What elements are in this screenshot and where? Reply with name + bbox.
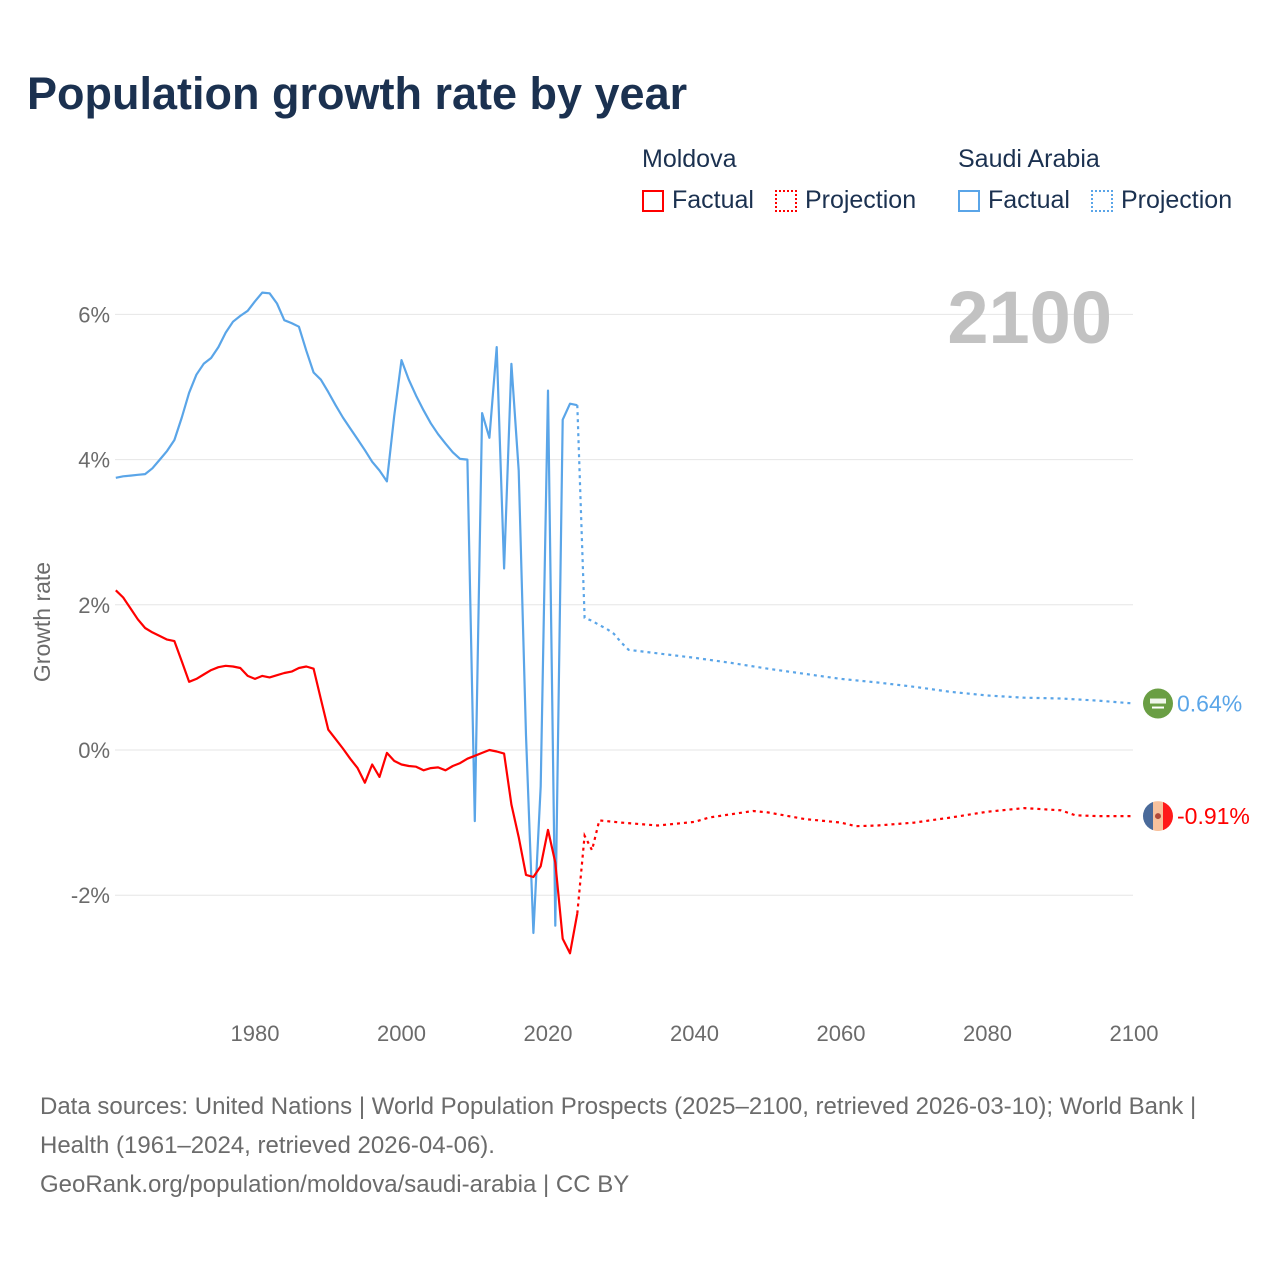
legend-group-label: Moldova: [642, 145, 737, 173]
legend-moldova-projection[interactable]: Projection: [774, 186, 917, 215]
year-watermark: 2100: [947, 276, 1112, 359]
legend-swatch: [958, 189, 980, 212]
moldova-factual-line: [115, 589, 579, 955]
legend-saudi-factual[interactable]: Factual: [958, 186, 1070, 215]
saudi-arabia-end-label: 0.64%: [1177, 691, 1242, 717]
y-axis-label: Growth rate: [29, 562, 55, 682]
legend-saudi-projection[interactable]: Projection: [1090, 186, 1233, 215]
legend-label: Factual: [672, 186, 754, 214]
y-tick-label: 0%: [78, 738, 110, 763]
y-tick-label: 6%: [78, 302, 110, 327]
moldova-flag-icon: [1143, 801, 1173, 832]
legend-moldova-factual[interactable]: Factual: [642, 186, 754, 215]
x-tick-label: 2080: [963, 1021, 1012, 1046]
y-tick-label: -2%: [71, 883, 110, 908]
y-tick-label: 4%: [78, 448, 110, 473]
moldova-projection-line: [576, 806, 1134, 914]
y-tick-label: 2%: [78, 593, 110, 618]
source-link[interactable]: GeoRank.org/population/moldova/saudi-ara…: [40, 1171, 630, 1198]
legend-swatch: [1090, 189, 1113, 212]
chart-plot: 6%4%2%0%-2%1980 2000 2020 2040 2060 2080 2100 …: [29, 276, 1250, 1046]
moldova-end-label: -0.91%: [1177, 803, 1250, 829]
legend-swatch: [642, 189, 664, 212]
footer: Data sources: United Nations | World Pop…: [40, 1087, 1240, 1204]
x-tick-label: 2020: [524, 1021, 573, 1046]
saudi-arabia-flag-icon: [1143, 688, 1173, 719]
x-tick-label: 2040: [670, 1021, 719, 1046]
legend-saudi-arabia: Saudi Arabia Factual Projection: [958, 145, 1246, 219]
x-tick-label: 2060: [817, 1021, 866, 1046]
chart-title: Population growth rate by year: [27, 68, 688, 119]
x-tick-label: 2100: [1110, 1021, 1159, 1046]
legend-label: Projection: [1120, 186, 1233, 214]
legend-label: Factual: [988, 186, 1070, 214]
x-tick-label: 2000: [377, 1021, 426, 1046]
x-tick-label: 1980: [231, 1021, 280, 1046]
saudi-arabia-factual-line: [115, 291, 578, 935]
legend-moldova: Moldova Factual Projection: [642, 145, 930, 219]
legend-swatch: [774, 189, 797, 212]
saudi-arabia-projection-line: [576, 405, 1135, 705]
legend-group-label: Saudi Arabia: [958, 145, 1100, 173]
data-sources: Data sources: United Nations | World Pop…: [40, 1093, 1197, 1159]
legend-label: Projection: [804, 186, 917, 214]
